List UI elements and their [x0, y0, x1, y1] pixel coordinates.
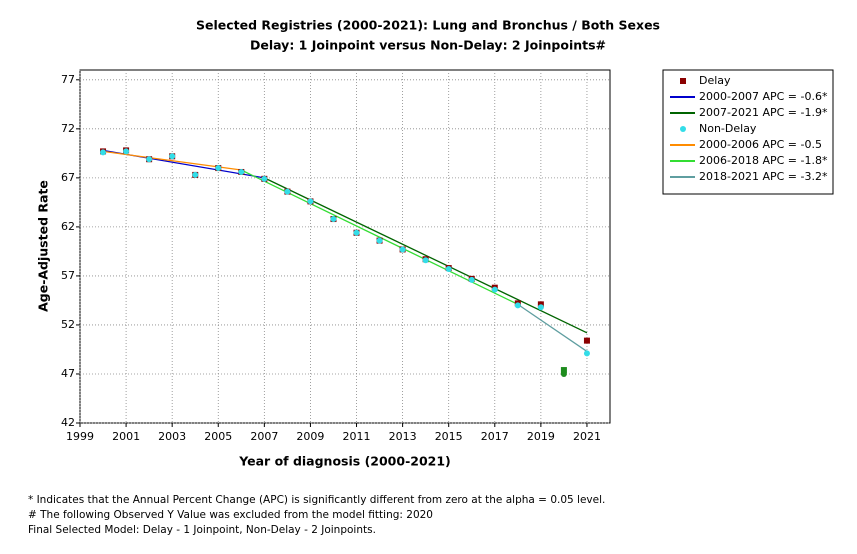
data-point	[353, 229, 360, 236]
legend-label: 2018-2021 APC = -3.2*	[699, 170, 828, 183]
data-point	[583, 337, 590, 344]
legend-label: Delay	[699, 74, 731, 87]
legend-label: 2007-2021 APC = -1.9*	[699, 106, 828, 119]
x-tick-label: 2007	[250, 430, 278, 443]
chart-title: Selected Registries (2000-2021): Lung an…	[196, 18, 660, 33]
x-tick-label: 2017	[481, 430, 509, 443]
x-tick-label: 2015	[435, 430, 463, 443]
data-point	[445, 266, 452, 273]
data-point	[468, 276, 475, 283]
data-point	[100, 149, 107, 156]
chart-subtitle: Delay: 1 Joinpoint versus Non-Delay: 2 J…	[250, 38, 606, 53]
data-point	[514, 302, 521, 309]
data-point	[146, 156, 153, 163]
footnote: Final Selected Model: Delay - 1 Joinpoin…	[28, 524, 376, 536]
data-point	[583, 350, 590, 357]
data-point	[215, 165, 222, 172]
fit-line	[517, 303, 588, 352]
y-tick-label: 77	[61, 73, 75, 86]
data-point	[491, 286, 498, 293]
legend-box	[662, 69, 834, 195]
legend-label: 2000-2006 APC = -0.5	[699, 138, 822, 151]
legend-label: 2000-2007 APC = -0.6*	[699, 90, 828, 103]
data-point	[261, 175, 268, 182]
x-tick-label: 2011	[343, 430, 371, 443]
data-point	[560, 367, 567, 374]
legend-label: Non-Delay	[699, 122, 757, 135]
x-tick-label: 2019	[527, 430, 555, 443]
footnote: * Indicates that the Annual Percent Chan…	[28, 494, 605, 506]
legend-marker	[680, 126, 686, 132]
x-tick-label: 2003	[158, 430, 186, 443]
y-tick-label: 57	[61, 269, 75, 282]
data-point	[284, 188, 291, 195]
x-tick-label: 2009	[296, 430, 324, 443]
x-axis-label: Year of diagnosis (2000-2021)	[238, 454, 451, 469]
plot-frame	[79, 69, 611, 424]
x-tick-label: 2013	[389, 430, 417, 443]
x-tick-label: 2001	[112, 430, 140, 443]
data-point	[238, 168, 245, 175]
y-tick-label: 42	[61, 416, 75, 429]
y-tick-label: 67	[61, 171, 75, 184]
footnote: # The following Observed Y Value was exc…	[28, 509, 433, 521]
y-tick-label: 52	[61, 318, 75, 331]
y-tick-label: 47	[61, 367, 75, 380]
fit-line	[264, 177, 588, 334]
fit-line	[241, 169, 519, 305]
data-point	[169, 153, 176, 160]
x-tick-label: 1999	[66, 430, 94, 443]
x-tick-label: 2021	[573, 430, 601, 443]
y-axis-label: Age-Adjusted Rate	[36, 180, 51, 312]
y-tick-label: 72	[61, 122, 75, 135]
data-point	[123, 148, 130, 155]
data-point	[330, 216, 337, 223]
y-tick-label: 62	[61, 220, 75, 233]
x-tick-label: 2005	[204, 430, 232, 443]
data-point	[307, 198, 314, 205]
legend-marker	[680, 78, 686, 84]
data-point	[399, 246, 406, 253]
data-point	[560, 370, 567, 377]
legend-label: 2006-2018 APC = -1.8*	[699, 154, 828, 167]
data-point	[422, 257, 429, 264]
data-point	[192, 171, 199, 178]
data-point	[537, 304, 544, 311]
data-point	[376, 237, 383, 244]
